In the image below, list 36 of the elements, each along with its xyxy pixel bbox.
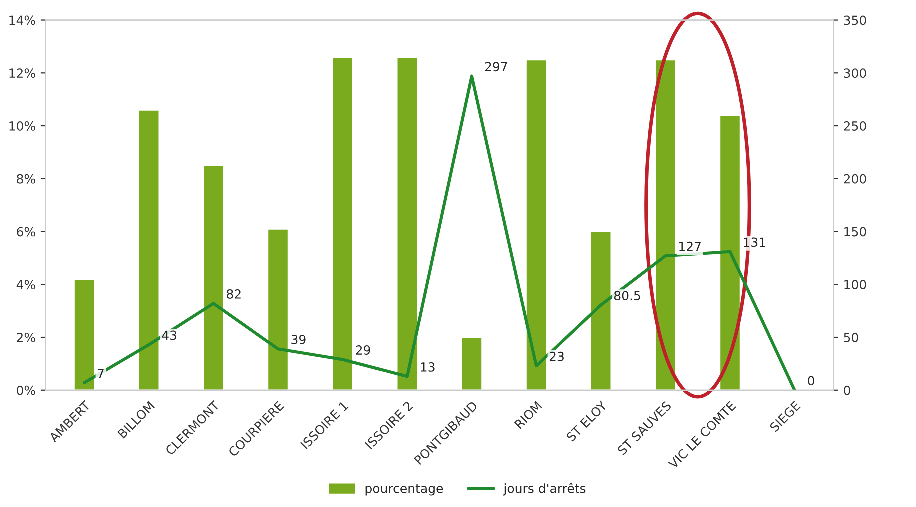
y-tick-label: 2% bbox=[17, 332, 36, 342]
y-tick-label: 6% bbox=[17, 227, 36, 237]
y2-tick-label: 250 bbox=[844, 121, 866, 131]
bar bbox=[460, 336, 483, 390]
data-label: 7 bbox=[98, 368, 104, 378]
data-label: 131 bbox=[744, 238, 766, 248]
bar bbox=[267, 228, 290, 390]
y2-tick-label: 200 bbox=[844, 174, 866, 184]
legend-label: jours d'arrêts bbox=[504, 483, 586, 496]
data-label: 13 bbox=[421, 362, 435, 372]
y-tick-label: 12% bbox=[10, 68, 36, 78]
y-tick-label: 10% bbox=[10, 121, 36, 131]
legend-label: pourcentage bbox=[366, 484, 444, 496]
data-label: 43 bbox=[162, 330, 177, 340]
bar bbox=[202, 164, 225, 390]
y2-tick-label: 0 bbox=[844, 386, 850, 396]
line-series bbox=[83, 74, 796, 390]
bar bbox=[396, 56, 418, 390]
data-label: 127 bbox=[680, 242, 701, 252]
bar bbox=[332, 56, 354, 390]
data-label: 80.5 bbox=[614, 291, 640, 301]
data-label: 297 bbox=[485, 62, 508, 72]
data-label: 0 bbox=[808, 376, 814, 386]
data-label: 29 bbox=[356, 346, 370, 356]
y-tick-label: 0% bbox=[17, 386, 36, 396]
y2-tick-label: 350 bbox=[844, 16, 866, 26]
y-tick-label: 4% bbox=[16, 280, 36, 290]
y2-tick-label: 100 bbox=[844, 280, 866, 290]
y2-tick-label: 150 bbox=[844, 227, 866, 237]
y-tick-label: 14% bbox=[10, 16, 36, 26]
data-label: 23 bbox=[550, 352, 564, 362]
y2-tick-label: 300 bbox=[844, 68, 866, 78]
data-label: 82 bbox=[227, 290, 241, 299]
y2-tick-label: 50 bbox=[844, 332, 858, 342]
data-label: 39 bbox=[292, 334, 306, 344]
y-tick-label: 8% bbox=[17, 174, 36, 184]
